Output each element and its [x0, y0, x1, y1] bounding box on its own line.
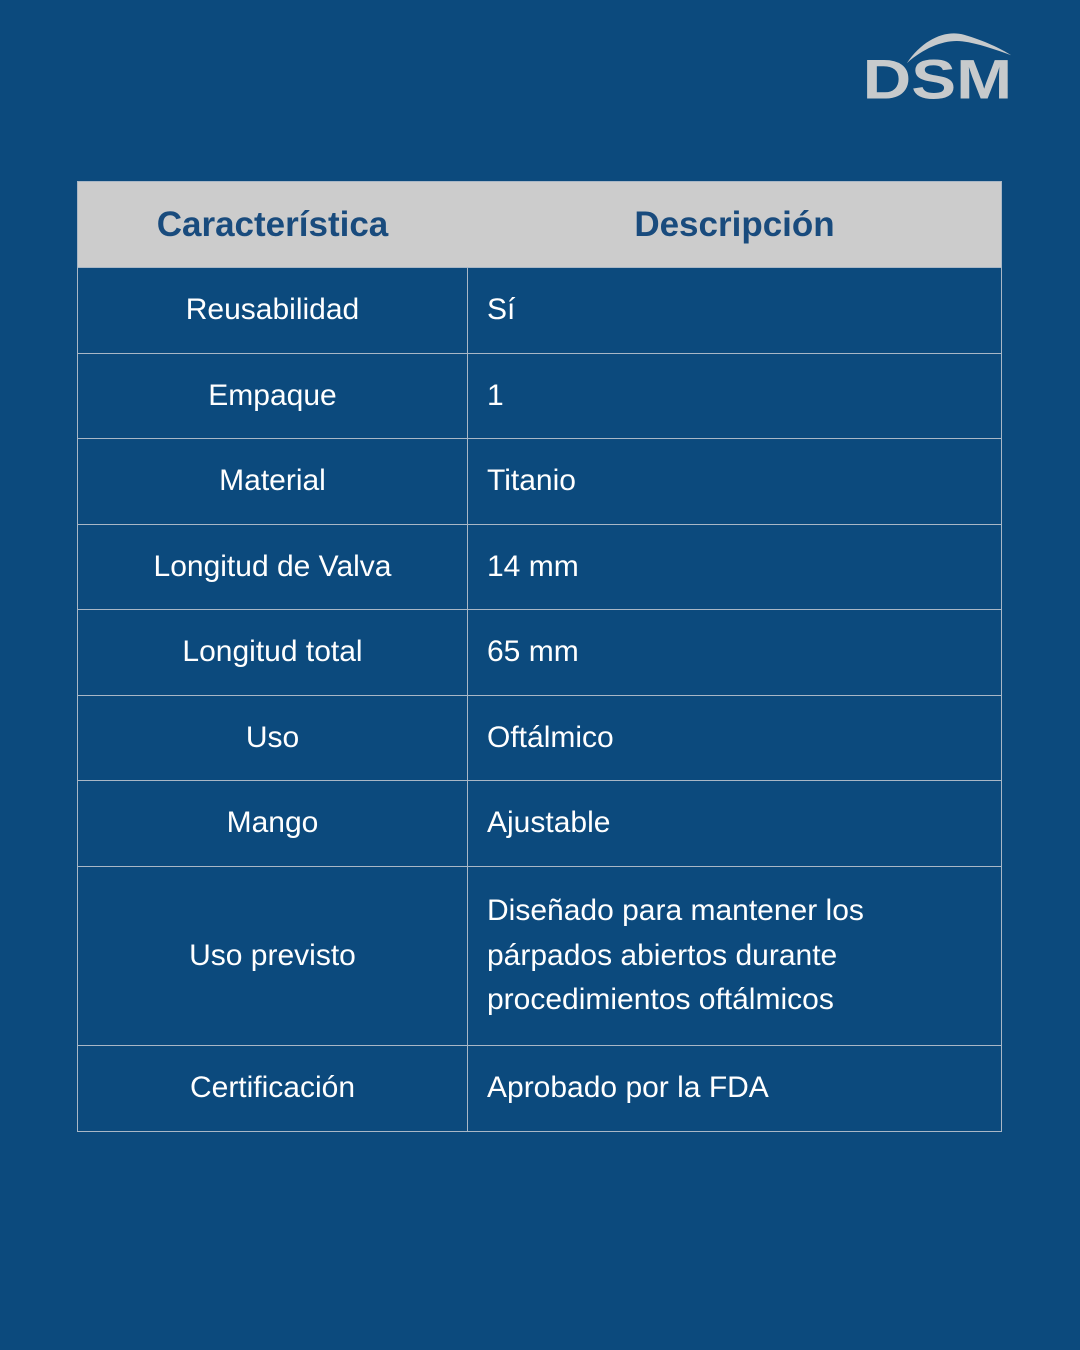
svg-text:DSM: DSM	[863, 48, 1013, 111]
